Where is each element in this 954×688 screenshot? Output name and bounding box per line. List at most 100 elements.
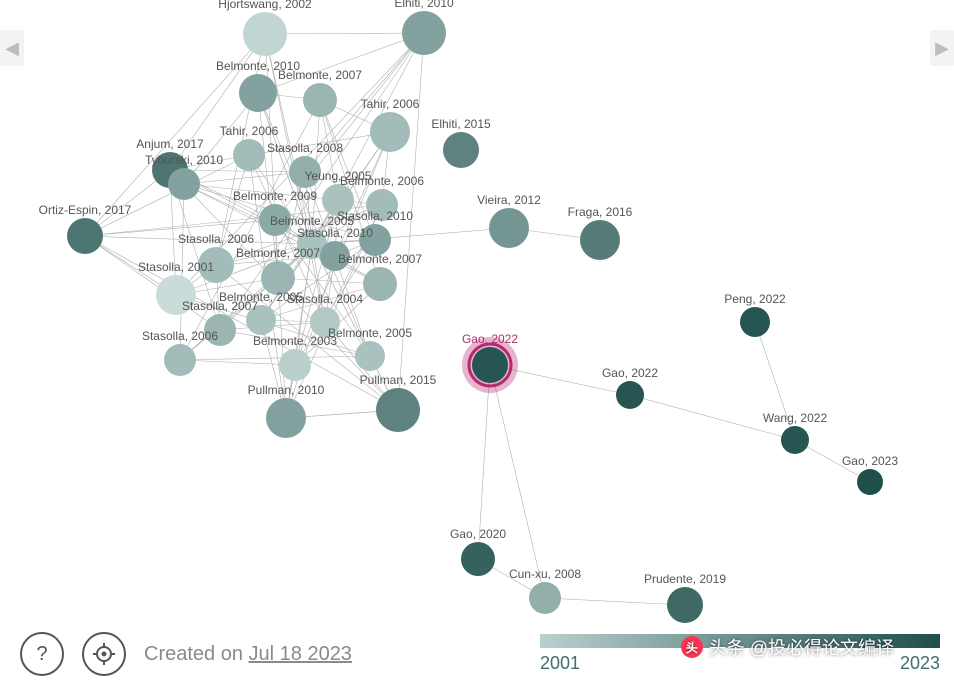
node-label: Peng, 2022 — [724, 292, 786, 306]
graph-node[interactable]: Ortiz-Espin, 2017 — [39, 203, 132, 254]
timeline-end: 2023 — [900, 653, 940, 674]
node-label: Gao, 2023 — [842, 454, 898, 468]
timeline-start: 2001 — [540, 653, 580, 674]
node-label: Stasolla, 2007 — [182, 299, 258, 313]
graph-node[interactable]: Fraga, 2016 — [568, 205, 633, 260]
graph-node[interactable]: Cun-xu, 2008 — [509, 567, 581, 614]
graph-node[interactable]: Elhiti, 2015 — [431, 117, 491, 168]
help-button[interactable]: ? — [20, 632, 64, 676]
graph-nodes: Hjortswang, 2002 Elhiti, 2010 Belmonte, 20… — [39, 0, 899, 623]
graph-node[interactable]: Belmonte, 2007 — [278, 68, 362, 117]
question-icon: ? — [36, 643, 47, 666]
graph-edge — [180, 356, 370, 360]
node-label: Stasolla, 2006 — [178, 232, 254, 246]
node-label: Cun-xu, 2008 — [509, 567, 581, 581]
graph-node[interactable]: Tahir, 2006 — [361, 97, 420, 152]
node-label: Tahir, 2006 — [361, 97, 420, 111]
node-circle[interactable] — [168, 168, 200, 200]
node-circle[interactable] — [667, 587, 703, 623]
graph-node[interactable]: Wang, 2022 — [763, 411, 828, 454]
node-label: Vieira, 2012 — [477, 193, 541, 207]
node-circle[interactable] — [443, 132, 479, 168]
node-label: Stasolla, 2010 — [297, 226, 373, 240]
node-circle[interactable] — [243, 12, 287, 56]
chevron-left-icon: ◀ — [5, 38, 19, 59]
graph-edge — [265, 33, 424, 34]
node-label: Belmonte, 2007 — [278, 68, 362, 82]
citation-network-graph[interactable]: Hjortswang, 2002 Elhiti, 2010 Belmonte, 20… — [0, 0, 954, 688]
graph-node[interactable]: Gao, 2023 — [842, 454, 898, 495]
node-label: Wang, 2022 — [763, 411, 828, 425]
graph-node[interactable]: Pullman, 2015 — [360, 373, 437, 432]
graph-node[interactable]: Vieira, 2012 — [477, 193, 541, 248]
node-label: Elhiti, 2015 — [431, 117, 491, 131]
node-circle[interactable] — [164, 344, 196, 376]
graph-node[interactable]: Belmonte, 2007 — [236, 246, 320, 295]
node-label: Gao, 2020 — [450, 527, 506, 541]
node-label: Tyburski, 2010 — [145, 153, 223, 167]
node-label: Stasolla, 2004 — [287, 292, 363, 306]
node-circle[interactable] — [461, 542, 495, 576]
graph-node[interactable]: Pullman, 2010 — [248, 383, 325, 438]
node-circle[interactable] — [781, 426, 809, 454]
node-circle[interactable] — [740, 307, 770, 337]
node-label: Stasolla, 2006 — [142, 329, 218, 343]
node-circle[interactable] — [233, 139, 265, 171]
graph-node[interactable]: Belmonte, 2003 — [253, 334, 337, 381]
node-circle[interactable] — [857, 469, 883, 495]
graph-node[interactable]: Peng, 2022 — [724, 292, 786, 337]
node-label: Belmonte, 2006 — [340, 174, 424, 188]
graph-node[interactable]: Gao, 2020 — [450, 527, 506, 576]
node-circle[interactable] — [529, 582, 561, 614]
prev-arrow[interactable]: ◀ — [0, 30, 24, 66]
node-label: Prudente, 2019 — [644, 572, 726, 586]
graph-node[interactable]: Prudente, 2019 — [644, 572, 726, 623]
chevron-right-icon: ▶ — [935, 38, 949, 59]
node-label: Stasolla, 2008 — [267, 141, 343, 155]
node-circle[interactable] — [279, 349, 311, 381]
node-label: Belmonte, 2009 — [233, 189, 317, 203]
node-label: Hjortswang, 2002 — [218, 0, 312, 11]
node-circle[interactable] — [616, 381, 644, 409]
node-circle[interactable] — [489, 208, 529, 248]
node-circle[interactable] — [67, 218, 103, 254]
locate-button[interactable] — [82, 632, 126, 676]
node-circle[interactable] — [355, 341, 385, 371]
created-prefix: Created on — [144, 643, 249, 665]
graph-node[interactable]: Gao, 2022 — [462, 332, 518, 393]
node-circle[interactable] — [370, 112, 410, 152]
node-circle[interactable] — [363, 267, 397, 301]
created-on-text: Created on Jul 18 2023 — [144, 643, 352, 666]
graph-node[interactable]: Elhiti, 2010 — [394, 0, 454, 55]
next-arrow[interactable]: ▶ — [930, 30, 954, 66]
node-circle[interactable] — [266, 398, 306, 438]
graph-node[interactable]: Belmonte, 2010 — [216, 59, 300, 112]
node-label: Anjum, 2017 — [136, 137, 204, 151]
node-circle[interactable] — [376, 388, 420, 432]
node-label: Gao, 2022 — [602, 366, 658, 380]
node-label: Pullman, 2010 — [248, 383, 325, 397]
node-label: Belmonte, 2005 — [328, 326, 412, 340]
created-date[interactable]: Jul 18 2023 — [249, 643, 352, 665]
node-label: Gao, 2022 — [462, 332, 518, 346]
timeline-gradient — [540, 634, 940, 648]
node-label: Elhiti, 2010 — [394, 0, 454, 10]
node-label: Pullman, 2015 — [360, 373, 437, 387]
node-label: Stasolla, 2001 — [138, 260, 214, 274]
node-label: Fraga, 2016 — [568, 205, 633, 219]
graph-edge — [545, 598, 685, 605]
node-label: Tahir, 2006 — [220, 124, 279, 138]
node-circle[interactable] — [472, 347, 508, 383]
node-circle[interactable] — [580, 220, 620, 260]
crosshair-icon — [92, 642, 116, 666]
graph-node[interactable]: Stasolla, 2006 — [142, 329, 218, 376]
timeline-labels: 2001 2023 — [540, 653, 940, 674]
node-circle[interactable] — [303, 83, 337, 117]
node-label: Belmonte, 2003 — [253, 334, 337, 348]
node-label: Stasolla, 2010 — [337, 209, 413, 223]
node-circle[interactable] — [402, 11, 446, 55]
graph-node[interactable]: Gao, 2022 — [602, 366, 658, 409]
node-circle[interactable] — [239, 74, 277, 112]
node-label: Belmonte, 2007 — [236, 246, 320, 260]
graph-node[interactable]: Hjortswang, 2002 — [218, 0, 312, 56]
